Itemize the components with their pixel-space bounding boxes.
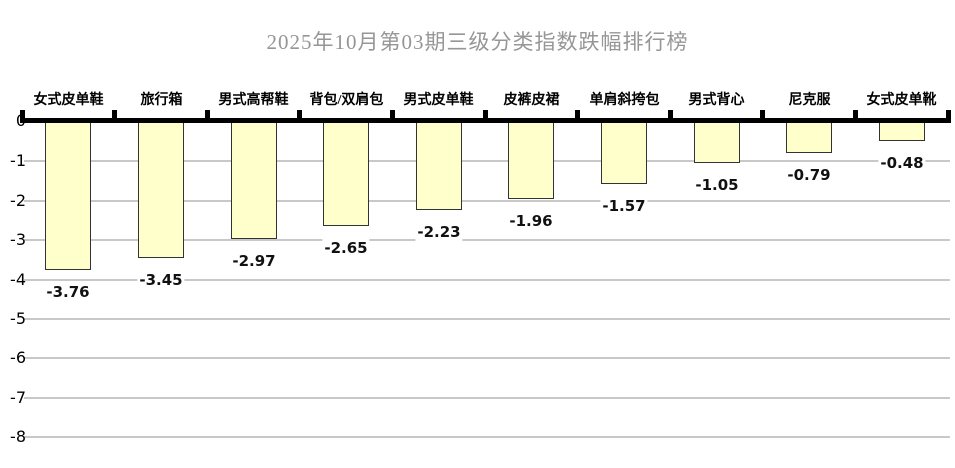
axis-tick (668, 110, 673, 123)
axis-tick (20, 110, 25, 123)
bar (694, 122, 740, 163)
category-label: 旅行箱 (140, 93, 183, 108)
bar (138, 122, 184, 258)
bar (879, 122, 925, 141)
axis-tick (297, 110, 302, 123)
gridline (24, 199, 950, 202)
bar-value-label: -3.45 (137, 271, 185, 289)
bar-value-label: -0.79 (785, 166, 833, 184)
category-label: 尼克服 (788, 93, 831, 108)
bar-value-label: -2.65 (322, 239, 370, 257)
category-label: 皮裤皮裙 (503, 93, 560, 108)
axis-tick (760, 110, 765, 123)
axis-tick (205, 110, 210, 123)
gridline (24, 396, 950, 399)
bar (508, 122, 554, 199)
y-tick-label: -3 (10, 230, 26, 250)
axis-tick (946, 110, 951, 123)
category-label: 单肩斜挎包 (589, 93, 660, 108)
axis-tick (575, 110, 580, 123)
chart-title: 2025年10月第03期三级分类指数跌幅排行榜 (266, 30, 689, 54)
axis-tick (853, 110, 858, 123)
bar (601, 122, 647, 184)
bar-value-label: -1.57 (600, 197, 648, 215)
axis-tick (390, 110, 395, 123)
gridline (24, 278, 950, 281)
bar-value-label: -0.48 (878, 154, 926, 172)
bar (231, 122, 277, 239)
bar (323, 122, 369, 226)
bar-value-label: -2.97 (230, 252, 278, 270)
gridline (24, 160, 950, 163)
y-tick-label: -4 (10, 269, 26, 289)
gridline (24, 436, 950, 438)
bar (416, 122, 462, 210)
category-label: 女式皮单靴 (866, 93, 937, 108)
gridline (24, 317, 950, 320)
category-label: 男式高帮鞋 (218, 93, 289, 108)
bar-value-label: -3.76 (44, 283, 92, 301)
category-label: 男式皮单鞋 (403, 93, 474, 108)
bar-value-label: -1.05 (693, 176, 741, 194)
y-tick-label: -2 (10, 190, 26, 210)
bar-value-label: -2.23 (415, 223, 463, 241)
category-label: 男式背心 (688, 93, 745, 108)
gridline (24, 357, 950, 360)
category-label: 背包/双肩包 (309, 93, 384, 108)
bar (45, 122, 91, 270)
bar (786, 122, 832, 153)
y-tick-label: -8 (10, 427, 26, 446)
gridline (24, 239, 950, 242)
y-tick-label: -6 (10, 348, 26, 368)
y-tick-label: -7 (10, 387, 26, 407)
bar-value-label: -1.96 (507, 212, 555, 230)
axis-tick (112, 110, 117, 123)
y-tick-label: -1 (10, 151, 26, 171)
category-label: 女式皮单鞋 (33, 93, 104, 108)
axis-tick (483, 110, 488, 123)
y-tick-label: -5 (10, 308, 26, 328)
